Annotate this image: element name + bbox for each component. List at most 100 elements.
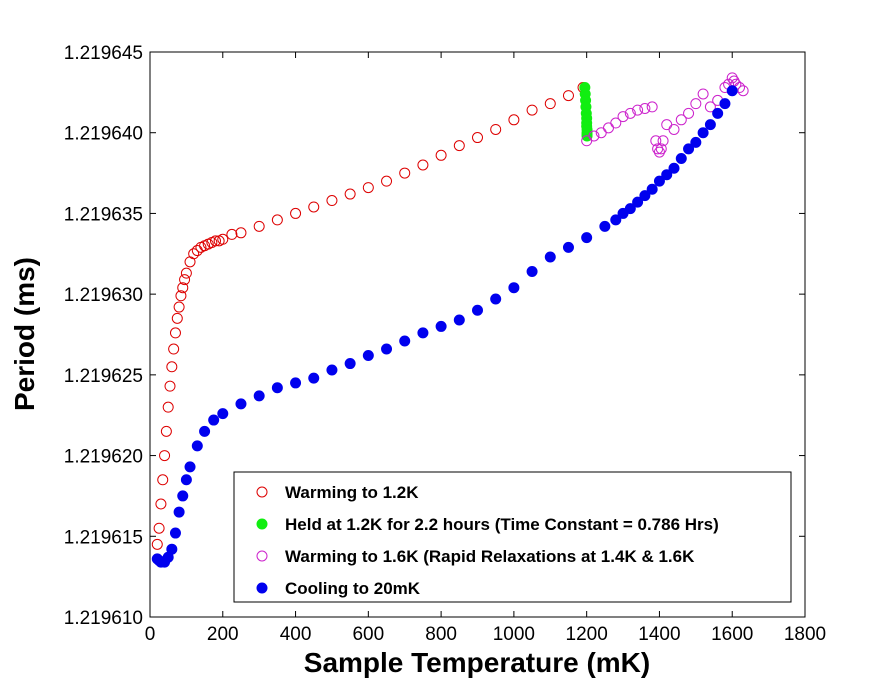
data-point-series-3	[472, 304, 483, 316]
data-point-series-3	[173, 506, 185, 518]
legend-marker	[256, 486, 268, 498]
data-point-series-0	[253, 220, 265, 232]
legend-label: Cooling to 20mK	[285, 579, 421, 598]
data-point-series-3	[610, 214, 622, 226]
data-point-series-0	[171, 312, 183, 324]
data-point-series-3	[490, 293, 502, 305]
data-point-series-3	[362, 349, 374, 361]
y-tick-label: 1.219625	[64, 366, 143, 387]
data-point-series-2	[683, 107, 695, 119]
data-point-series-2	[675, 114, 687, 126]
data-point-series-0	[210, 235, 221, 247]
legend-marker	[256, 582, 268, 594]
y-tick-label: 1.219610	[64, 608, 143, 629]
y-axis-label: Period (ms)	[9, 257, 40, 411]
data-point-series-3	[632, 196, 644, 208]
data-point-series-2	[697, 88, 709, 100]
data-point-series-2	[657, 135, 669, 147]
data-point-series-3	[177, 490, 189, 502]
y-tick-label: 1.219645	[64, 43, 143, 64]
data-point-series-2	[650, 135, 662, 147]
data-point-series-0	[166, 361, 178, 373]
data-point-series-3	[675, 153, 687, 165]
data-point-series-2	[632, 104, 644, 116]
legend-marker	[256, 550, 268, 562]
data-point-series-0	[179, 274, 191, 286]
data-point-series-0	[155, 498, 167, 510]
data-point-series-3	[599, 220, 611, 232]
data-point-series-3	[417, 327, 429, 339]
data-point-series-3	[544, 251, 556, 263]
data-point-series-0	[159, 450, 171, 462]
data-point-series-0	[151, 538, 163, 550]
x-tick-label: 1400	[638, 624, 680, 645]
x-axis-label: Sample Temperature (mK)	[304, 647, 650, 678]
data-point-series-3	[617, 207, 629, 219]
data-point-series-0	[160, 425, 172, 437]
legend-label: Warming to 1.2K	[285, 483, 419, 502]
data-point-series-3	[399, 335, 411, 347]
data-point-series-0	[490, 123, 502, 135]
data-point-series-0	[508, 114, 520, 126]
data-point-series-3	[639, 190, 651, 202]
x-tick-label: 200	[207, 624, 239, 645]
data-point-series-3	[191, 440, 203, 452]
x-tick-label: 1800	[784, 624, 826, 645]
y-tick-label: 1.219615	[64, 527, 143, 548]
x-tick-label: 1600	[711, 624, 753, 645]
data-point-series-0	[217, 233, 229, 245]
data-point-series-3	[253, 390, 265, 402]
data-point-series-0	[180, 267, 192, 279]
data-point-series-3	[290, 377, 302, 389]
data-point-series-2	[610, 117, 622, 129]
data-point-series-0	[175, 290, 187, 302]
data-point-series-3	[208, 414, 220, 426]
x-tick-label: 400	[280, 624, 312, 645]
data-point-series-2	[646, 101, 658, 113]
data-point-series-3	[184, 461, 196, 473]
data-point-series-0	[235, 227, 247, 239]
data-point-series-3	[381, 343, 393, 355]
data-point-series-0	[308, 201, 320, 213]
data-point-series-2	[588, 130, 600, 142]
y-tick-label: 1.219640	[64, 124, 143, 145]
data-point-series-3	[581, 232, 593, 244]
data-point-series-3	[562, 241, 574, 253]
legend: Warming to 1.2K Held at 1.2K for 2.2 hour…	[233, 471, 792, 603]
data-point-series-3	[653, 175, 665, 187]
data-point-series-0	[169, 327, 181, 339]
data-point-series-2	[617, 111, 629, 123]
data-point-series-0	[472, 132, 483, 144]
data-point-series-2	[624, 107, 636, 119]
legend-marker	[256, 518, 268, 530]
data-point-series-3	[151, 553, 163, 565]
data-point-series-3	[169, 527, 181, 539]
data-point-series-0	[344, 188, 356, 200]
data-point-series-2	[655, 143, 667, 155]
data-point-series-0	[526, 104, 538, 116]
data-point-series-0	[173, 301, 185, 313]
data-point-series-0	[399, 167, 411, 179]
data-point-series-3	[661, 169, 673, 181]
axis-ticks: 0 200 400 600 800 1000 1200 1400 1600 1800 1.21961…	[64, 43, 826, 645]
data-point-series-3	[719, 98, 731, 110]
data-point-series-3	[326, 364, 338, 376]
data-point-series-3	[271, 382, 283, 394]
data-point-series-3	[344, 358, 356, 370]
data-point-series-0	[168, 343, 180, 355]
data-point-series-0	[164, 380, 176, 392]
y-tick-label: 1.219635	[64, 204, 143, 225]
data-point-series-3	[668, 162, 680, 174]
data-point-series-3	[712, 107, 724, 119]
data-point-series-2	[639, 103, 651, 114]
x-tick-label: 1000	[493, 624, 535, 645]
x-tick-label: 600	[352, 624, 384, 645]
data-point-series-2	[668, 123, 680, 135]
data-point-series-0	[362, 182, 374, 194]
x-tick-label: 0	[145, 624, 156, 645]
legend-label: Warming to 1.6K (Rapid Relaxations at 1.…	[285, 547, 695, 566]
data-point-series-2	[704, 101, 716, 113]
data-point-series-0	[562, 90, 574, 102]
data-point-series-0	[290, 207, 302, 219]
